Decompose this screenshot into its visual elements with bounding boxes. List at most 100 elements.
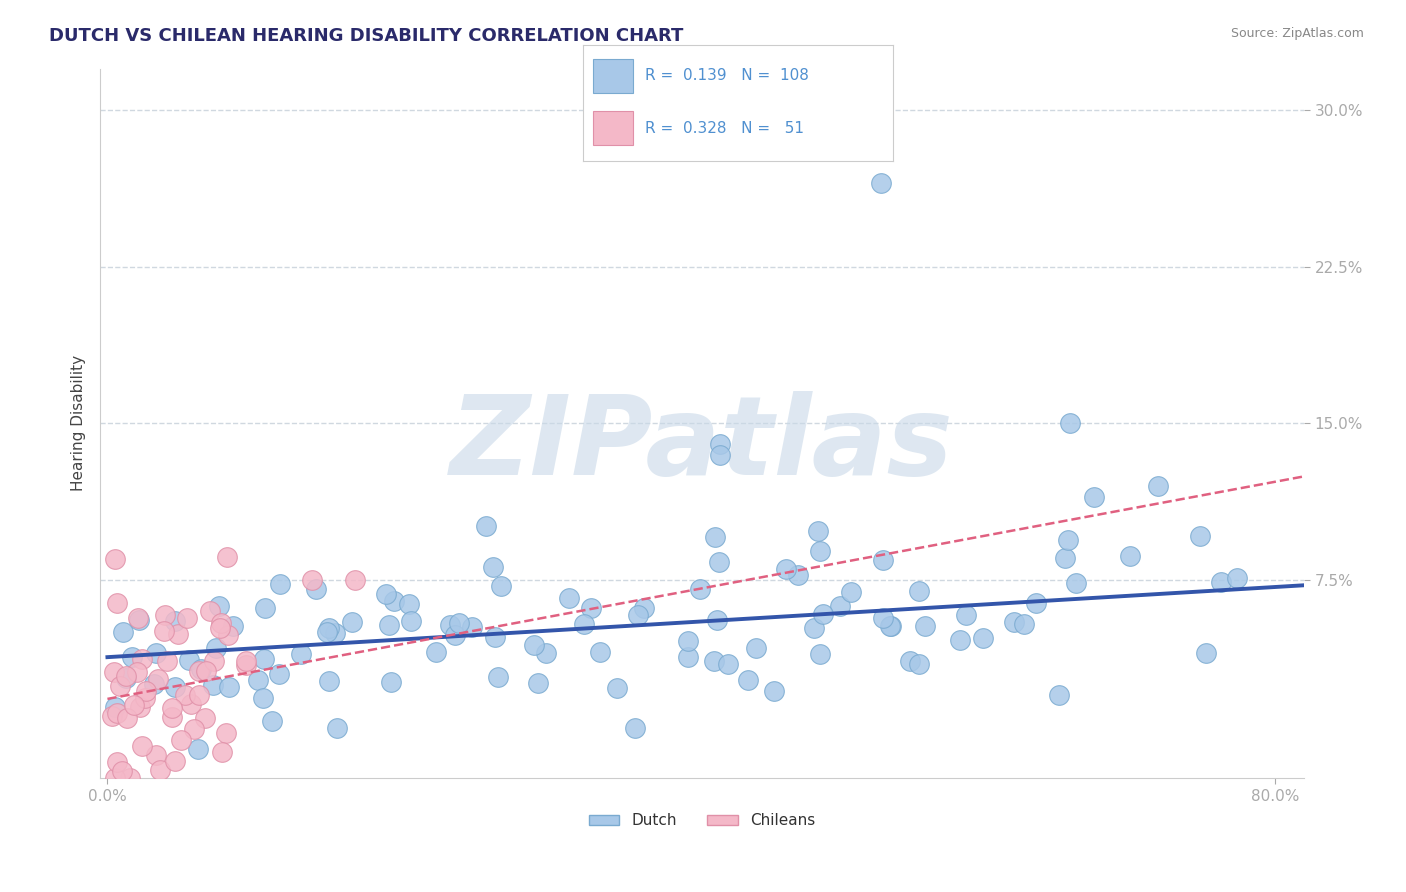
Point <box>1147 479 1170 493</box>
Point <box>301 573 323 587</box>
Point <box>166 627 188 641</box>
Point <box>235 655 257 669</box>
Point <box>703 654 725 668</box>
Point <box>260 714 283 728</box>
Point <box>808 647 831 661</box>
Point <box>323 625 346 640</box>
Point <box>830 599 852 613</box>
Point <box>342 615 364 629</box>
Point <box>202 654 225 668</box>
Point <box>195 664 218 678</box>
Point <box>221 619 243 633</box>
Point <box>163 615 186 629</box>
Point <box>676 634 699 648</box>
Point <box>872 611 894 625</box>
Point <box>1194 647 1216 661</box>
Point <box>149 763 172 777</box>
Point <box>898 654 921 668</box>
Point <box>208 599 231 614</box>
Point <box>398 598 420 612</box>
Point <box>177 653 200 667</box>
Point <box>1056 533 1078 547</box>
Point <box>1226 572 1249 586</box>
Point <box>173 688 195 702</box>
Point <box>111 764 134 778</box>
Point <box>134 691 156 706</box>
Point <box>786 568 808 582</box>
Point <box>316 625 339 640</box>
Point <box>633 601 655 615</box>
Point <box>217 628 239 642</box>
Point <box>122 698 145 713</box>
Point <box>1189 529 1212 543</box>
Point <box>1025 597 1047 611</box>
Point <box>717 657 740 671</box>
Point <box>803 621 825 635</box>
Point <box>145 748 167 763</box>
Point <box>110 679 132 693</box>
Point <box>128 699 150 714</box>
Point <box>205 640 228 655</box>
Point <box>949 633 972 648</box>
Point <box>143 677 166 691</box>
Point <box>1083 491 1105 505</box>
Point <box>399 614 422 628</box>
Point <box>211 745 233 759</box>
Point <box>252 691 274 706</box>
Point <box>709 448 731 462</box>
Point <box>606 681 628 695</box>
Point <box>162 701 184 715</box>
Point <box>101 709 124 723</box>
Point <box>908 657 931 672</box>
Point <box>215 726 238 740</box>
Text: DUTCH VS CHILEAN HEARING DISABILITY CORRELATION CHART: DUTCH VS CHILEAN HEARING DISABILITY CORR… <box>49 27 683 45</box>
Point <box>187 742 209 756</box>
Point <box>218 681 240 695</box>
Point <box>290 647 312 661</box>
Point <box>326 721 349 735</box>
FancyBboxPatch shape <box>593 111 633 145</box>
Point <box>115 711 138 725</box>
Point <box>145 646 167 660</box>
Point <box>475 519 498 533</box>
Point <box>115 671 138 685</box>
Point <box>188 688 211 702</box>
Point <box>745 640 768 655</box>
Point <box>121 650 143 665</box>
Point <box>839 584 862 599</box>
Point <box>624 721 647 735</box>
Point <box>972 632 994 646</box>
Point <box>762 683 785 698</box>
Point <box>1209 575 1232 590</box>
Point <box>461 620 484 634</box>
Point <box>574 617 596 632</box>
Point <box>425 645 447 659</box>
Y-axis label: Hearing Disability: Hearing Disability <box>72 355 86 491</box>
Point <box>318 674 340 689</box>
Point <box>375 587 398 601</box>
Point <box>111 625 134 640</box>
Point <box>627 607 650 622</box>
Point <box>1059 417 1081 431</box>
Point <box>676 649 699 664</box>
Point <box>163 680 186 694</box>
Point <box>180 697 202 711</box>
Point <box>156 654 179 668</box>
Point <box>689 582 711 597</box>
Point <box>318 621 340 635</box>
Point <box>914 619 936 633</box>
Point <box>247 673 270 687</box>
Point <box>148 673 170 687</box>
Point <box>194 711 217 725</box>
Point <box>153 607 176 622</box>
Point <box>188 664 211 678</box>
Point <box>104 700 127 714</box>
Point <box>267 667 290 681</box>
Point <box>305 582 328 596</box>
Point <box>208 621 231 635</box>
Point <box>709 437 731 451</box>
Point <box>879 618 901 632</box>
Point <box>557 591 579 605</box>
Text: ZIPatlas: ZIPatlas <box>450 392 953 498</box>
Point <box>344 573 367 587</box>
